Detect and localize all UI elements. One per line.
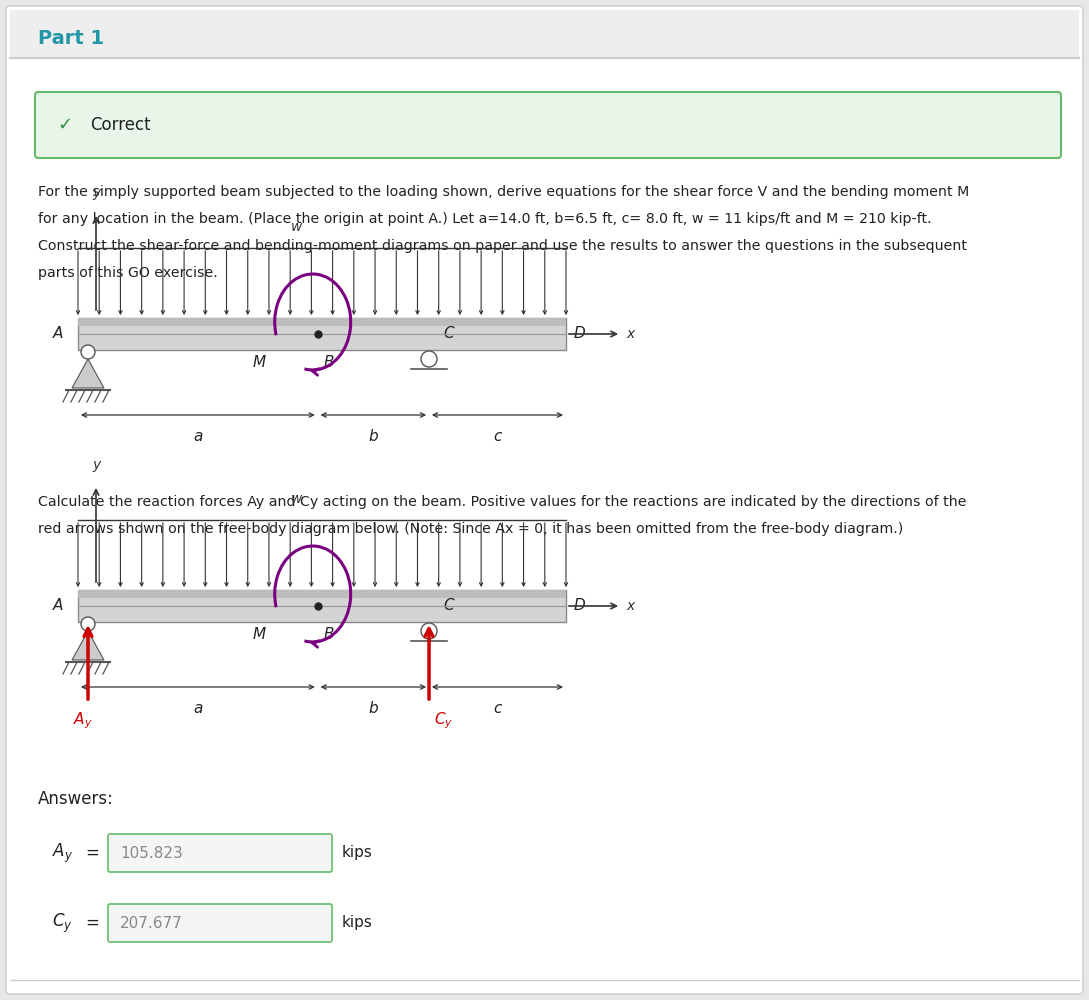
- Circle shape: [421, 351, 437, 367]
- Text: b: b: [368, 701, 378, 716]
- FancyBboxPatch shape: [108, 834, 332, 872]
- Text: x: x: [626, 327, 634, 341]
- Text: w: w: [292, 492, 303, 506]
- Text: ✓: ✓: [58, 116, 73, 134]
- Text: B: B: [323, 627, 334, 642]
- Text: y: y: [91, 186, 100, 200]
- Text: B: B: [323, 355, 334, 370]
- Text: red arrows shown on the free-body diagram below. (Note: Since Ax = 0, it has bee: red arrows shown on the free-body diagra…: [38, 522, 903, 536]
- Text: a: a: [193, 701, 203, 716]
- Text: Construct the shear-force and bending-moment diagrams on paper and use the resul: Construct the shear-force and bending-mo…: [38, 239, 967, 253]
- Text: c: c: [493, 701, 502, 716]
- Text: kips: kips: [342, 846, 372, 860]
- Text: A: A: [52, 598, 63, 613]
- Text: Answers:: Answers:: [38, 790, 114, 808]
- Text: w: w: [292, 220, 303, 234]
- Text: kips: kips: [342, 916, 372, 930]
- FancyBboxPatch shape: [35, 92, 1061, 158]
- Text: for any location in the beam. (Place the origin at point A.) Let a=14.0 ft, b=6.: for any location in the beam. (Place the…: [38, 212, 931, 226]
- Text: M: M: [253, 355, 266, 370]
- Bar: [78, 318, 566, 350]
- Text: A: A: [52, 326, 63, 342]
- Bar: [78, 318, 566, 326]
- Circle shape: [421, 623, 437, 639]
- Text: D: D: [574, 598, 586, 613]
- FancyBboxPatch shape: [7, 6, 1082, 994]
- FancyBboxPatch shape: [108, 904, 332, 942]
- Text: b: b: [368, 429, 378, 444]
- Text: c: c: [493, 429, 502, 444]
- Bar: [10, 10, 1079, 58]
- Text: 207.677: 207.677: [120, 916, 183, 930]
- Polygon shape: [72, 359, 105, 388]
- Text: C: C: [443, 598, 454, 613]
- Text: M: M: [253, 627, 266, 642]
- Text: =: =: [85, 914, 99, 932]
- Bar: [78, 590, 566, 622]
- Text: Part 1: Part 1: [38, 28, 105, 47]
- Text: =: =: [85, 844, 99, 862]
- Text: C: C: [443, 326, 454, 342]
- Text: $C_y$: $C_y$: [52, 911, 73, 935]
- Text: y: y: [91, 458, 100, 472]
- Bar: [78, 590, 566, 598]
- Text: $A_y$: $A_y$: [52, 841, 73, 865]
- Text: parts of this GO exercise.: parts of this GO exercise.: [38, 266, 218, 280]
- Circle shape: [81, 345, 95, 359]
- Text: $A_y$: $A_y$: [73, 710, 93, 731]
- Text: D: D: [574, 326, 586, 342]
- Circle shape: [81, 617, 95, 631]
- Polygon shape: [72, 631, 105, 660]
- Text: 105.823: 105.823: [120, 846, 183, 860]
- Text: $C_y$: $C_y$: [435, 710, 453, 731]
- Text: Calculate the reaction forces Ay and Cy acting on the beam. Positive values for : Calculate the reaction forces Ay and Cy …: [38, 495, 967, 509]
- Text: x: x: [626, 599, 634, 613]
- Text: Correct: Correct: [90, 116, 150, 134]
- Text: For the simply supported beam subjected to the loading shown, derive equations f: For the simply supported beam subjected …: [38, 185, 969, 199]
- Text: a: a: [193, 429, 203, 444]
